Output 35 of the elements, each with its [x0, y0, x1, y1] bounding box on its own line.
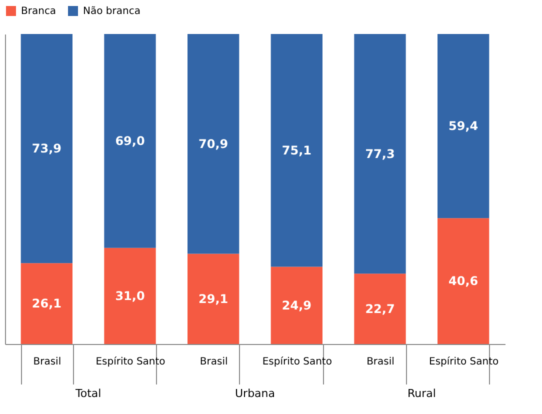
data-label: 77,3 [365, 146, 395, 161]
bar [270, 266, 322, 344]
data-label: 73,9 [32, 142, 62, 156]
text: Urbana [234, 387, 276, 400]
data-label: 75,1 [282, 143, 312, 158]
data-label: 22,7 [365, 302, 395, 316]
bar [104, 34, 156, 248]
bar [20, 34, 72, 264]
bar [354, 34, 406, 274]
bar [188, 34, 240, 254]
x-tick-label: Brasil [33, 356, 62, 368]
x-tick-label: Espírito Santo [262, 356, 332, 368]
data-label: 59,4 [448, 119, 478, 134]
x-tick-label: Brasil [200, 356, 228, 368]
data-label: 24,9 [282, 298, 312, 312]
bar [438, 218, 490, 344]
x-tick-label: Brasil [366, 356, 394, 368]
legend-label: Não branca [83, 6, 140, 17]
data-label: 40,6 [448, 274, 478, 288]
legend-label: Branca [21, 6, 56, 17]
text: Total [74, 387, 102, 400]
data-label: 69,0 [115, 134, 145, 148]
data-label: 26,1 [32, 296, 62, 311]
bar [104, 248, 156, 344]
data-label: 31,0 [115, 288, 145, 303]
x-tick-label: Espírito Santo [96, 356, 166, 368]
bar [354, 274, 406, 344]
data-label: 70,9 [198, 136, 228, 151]
x-tick-label: Espírito Santo [429, 356, 499, 368]
bar [270, 34, 322, 267]
bar [438, 34, 490, 218]
data-label: 29,1 [198, 292, 228, 306]
bar [188, 254, 240, 344]
text: Rural [407, 387, 436, 400]
bar [20, 263, 72, 344]
